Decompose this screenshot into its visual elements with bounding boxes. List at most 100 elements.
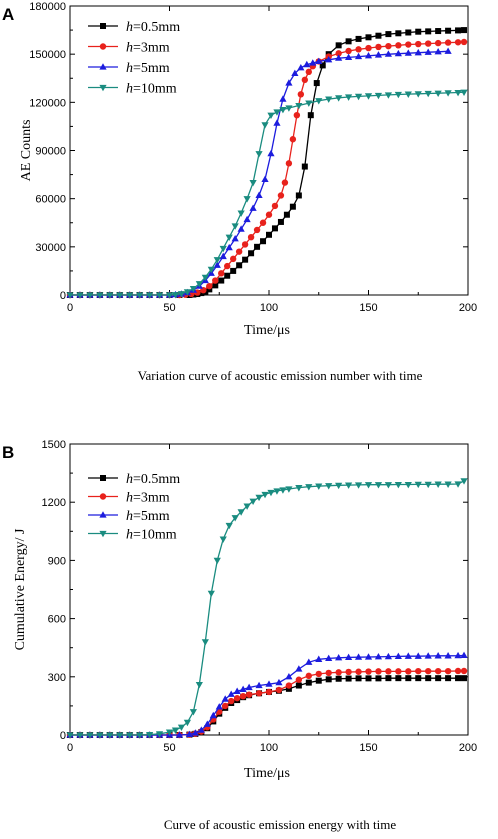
data-point [335, 669, 342, 676]
legend-entry: h=10mm [88, 82, 177, 97]
data-point [279, 487, 287, 494]
data-point [445, 27, 452, 34]
data-point [424, 90, 432, 98]
data-point [273, 119, 281, 126]
legend-label: h=3mm [126, 491, 170, 506]
data-point [189, 285, 197, 293]
legend-label-rest: =10mm [133, 82, 177, 97]
data-point [374, 482, 383, 489]
data-point [207, 590, 215, 598]
data-point [415, 675, 422, 682]
data-point [355, 675, 362, 682]
x-tick-label: 200 [459, 742, 477, 754]
data-point [183, 719, 192, 727]
data-point [285, 685, 292, 692]
legend-entry: h=5mm [88, 509, 170, 524]
data-point [231, 515, 239, 522]
y-tick-label: 300 [48, 672, 66, 684]
data-point [249, 498, 257, 506]
data-point [293, 111, 301, 119]
data-point [279, 106, 287, 114]
data-point [365, 44, 372, 52]
legend-marker [100, 23, 106, 29]
legend-label-italic: h [126, 528, 133, 543]
legend-label-italic: h [126, 472, 133, 487]
data-point [365, 675, 372, 682]
data-point [305, 484, 313, 491]
data-point [206, 286, 213, 293]
data-point [354, 653, 363, 660]
data-point [218, 270, 225, 277]
data-point [425, 28, 432, 35]
data-point [395, 668, 402, 675]
data-point [255, 494, 263, 502]
data-point [283, 211, 290, 218]
legend-entry: h=10mm [88, 528, 177, 543]
y-tick-label: 90000 [35, 146, 66, 158]
data-point [191, 729, 199, 736]
data-point [266, 231, 272, 238]
y-tick-label: 150000 [29, 49, 66, 61]
data-point [254, 243, 261, 250]
data-point [335, 95, 343, 102]
data-point [295, 665, 303, 672]
data-point [460, 38, 468, 46]
data-point [247, 234, 255, 241]
x-tick-label: 0 [67, 302, 73, 314]
data-point [355, 668, 362, 675]
data-point [395, 30, 402, 37]
data-point [206, 282, 213, 290]
data-point [224, 262, 231, 270]
x-tick-label: 50 [163, 302, 175, 314]
data-point [197, 726, 205, 733]
data-point [374, 92, 383, 100]
data-point [394, 481, 402, 489]
data-point [305, 658, 313, 665]
data-point [414, 91, 422, 98]
data-point [295, 192, 302, 199]
data-point [245, 683, 253, 691]
data-point [198, 290, 205, 297]
data-point [415, 40, 422, 48]
data-point [425, 667, 432, 675]
data-point [209, 711, 217, 719]
data-point [309, 59, 317, 66]
data-point [374, 653, 383, 660]
data-point [126, 732, 134, 739]
data-point [255, 690, 263, 697]
y-tick-label: 1200 [42, 497, 66, 509]
data-point [385, 675, 392, 682]
data-point [460, 667, 468, 675]
panel-a-chart: A 0 50 100 150 200 0 30000 60000 90000 120000 15000… [2, 1, 477, 383]
data-point [434, 667, 442, 675]
data-point [384, 482, 392, 489]
legend-label-italic: h [126, 61, 133, 76]
data-point [434, 47, 442, 55]
data-point [255, 681, 263, 689]
series-line [70, 654, 465, 736]
panel-letter: A [2, 5, 14, 24]
data-point [297, 91, 305, 98]
data-point [460, 89, 468, 97]
data-point [355, 46, 362, 53]
data-point [285, 160, 293, 167]
legend-marker [99, 63, 107, 70]
data-point [265, 688, 273, 696]
x-axis-title: Time/μs [244, 323, 290, 338]
data-point [345, 47, 352, 55]
data-point [444, 47, 452, 54]
data-point [444, 652, 452, 659]
data-point [222, 702, 229, 710]
data-point [335, 50, 342, 57]
data-point [245, 691, 253, 698]
data-point [277, 218, 284, 225]
data-point [106, 292, 114, 299]
data-point [285, 79, 293, 86]
legend-marker [99, 493, 107, 500]
data-point [415, 28, 422, 35]
data-point [201, 639, 209, 646]
data-point [385, 668, 392, 675]
data-point [365, 34, 372, 41]
data-point [424, 48, 432, 55]
data-point [345, 668, 352, 676]
